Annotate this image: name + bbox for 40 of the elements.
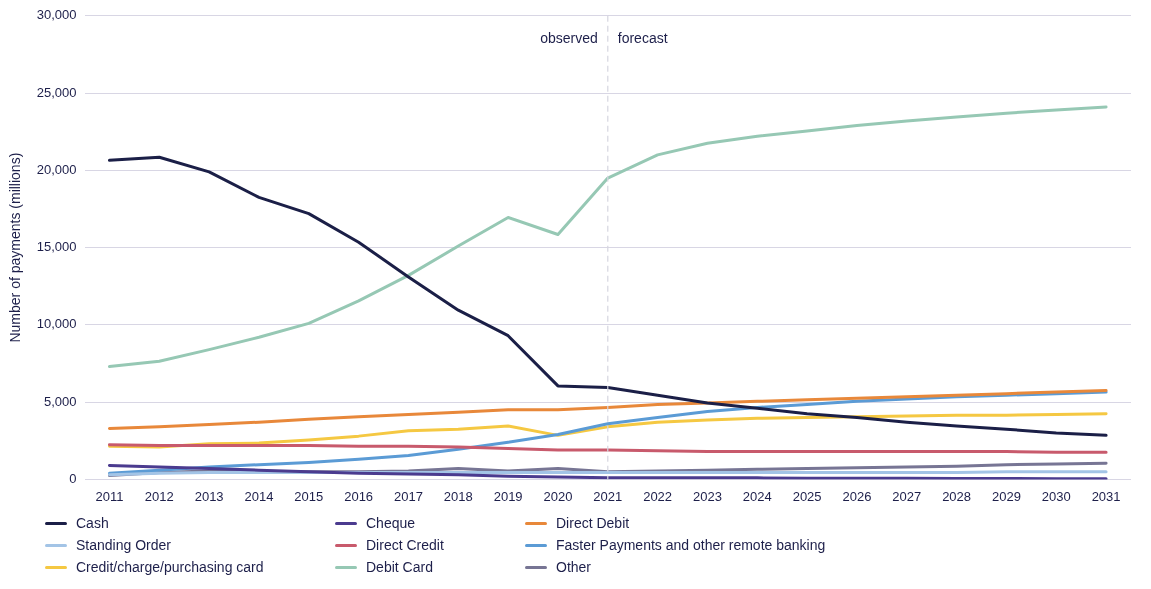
y-tick-label: 25,000 [36, 84, 77, 100]
x-tick-label: 2027 [892, 488, 922, 504]
legend-label: Cheque [366, 515, 416, 531]
x-tick-label: 2017 [394, 488, 423, 504]
annotation: observed [540, 29, 598, 46]
x-tick-label: 2024 [742, 488, 772, 504]
x-tick-label: 2018 [443, 488, 473, 504]
y-tick-label: 0 [69, 470, 77, 486]
x-tick-label: 2028 [942, 488, 972, 504]
x-tick-label: 2022 [643, 488, 673, 504]
legend-label: Credit/charge/purchasing card [76, 559, 264, 575]
x-tick-label: 2019 [493, 488, 523, 504]
x-tick-label: 2030 [1041, 488, 1071, 504]
legend-label: Faster Payments and other remote banking [556, 537, 826, 553]
x-tick-label: 2015 [294, 488, 324, 504]
x-tick-label: 2012 [144, 488, 174, 504]
y-axis-title: Number of payments (millions) [7, 152, 24, 343]
annotation: forecast [617, 29, 668, 46]
x-tick-label: 2011 [95, 488, 124, 504]
legend-label: Standing Order [76, 537, 171, 553]
y-tick-label: 15,000 [36, 239, 77, 255]
x-tick-label: 2025 [792, 488, 822, 504]
legend-label: Direct Debit [556, 515, 630, 531]
y-tick-label: 10,000 [36, 316, 77, 332]
x-tick-label: 2020 [543, 488, 573, 504]
x-tick-label: 2014 [244, 488, 274, 504]
y-tick-label: 30,000 [36, 7, 77, 23]
x-tick-label: 2026 [842, 488, 872, 504]
legend-label: Cash [76, 515, 109, 531]
x-tick-label: 2031 [1091, 488, 1121, 504]
x-tick-label: 2023 [692, 488, 722, 504]
legend-label: Direct Credit [366, 537, 444, 553]
legend-label: Debit Card [366, 559, 433, 575]
x-tick-label: 2029 [991, 488, 1021, 504]
y-tick-label: 5,000 [44, 393, 77, 409]
x-tick-label: 2013 [194, 488, 224, 504]
legend-label: Other [556, 559, 592, 575]
x-tick-label: 2016 [344, 488, 374, 504]
y-tick-label: 20,000 [36, 161, 77, 177]
x-tick-label: 2021 [593, 488, 623, 504]
